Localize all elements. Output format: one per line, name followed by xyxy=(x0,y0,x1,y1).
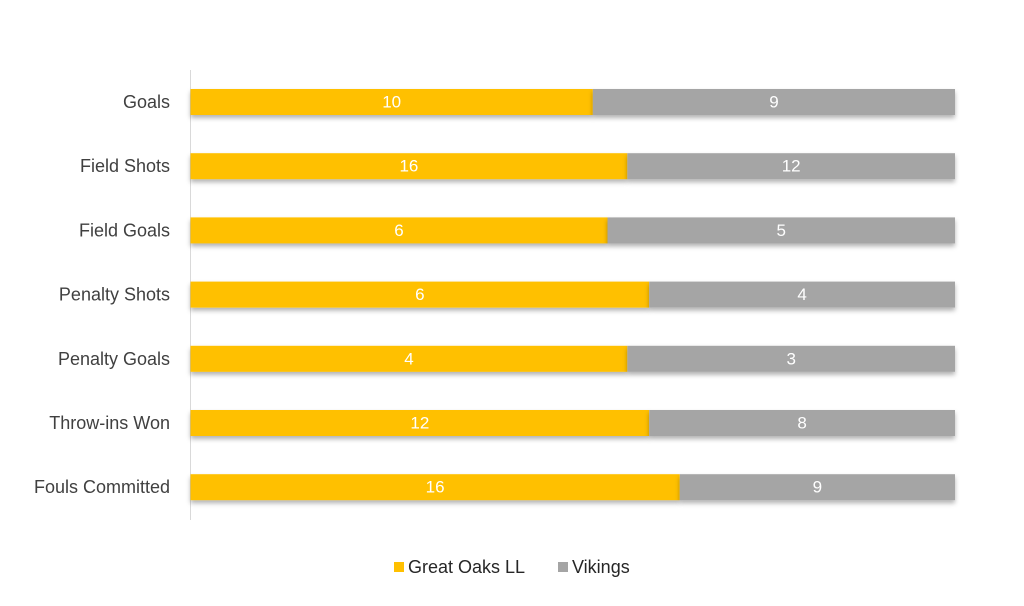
bar-segment-vikings xyxy=(627,345,955,372)
legend-swatch xyxy=(394,562,404,572)
bar-segment-vikings xyxy=(607,217,955,244)
data-label: 10 xyxy=(382,93,401,112)
bar-segment-vikings xyxy=(592,89,955,115)
data-label: 9 xyxy=(769,93,778,112)
legend-swatch xyxy=(558,562,568,572)
category-label: Goals xyxy=(123,92,170,112)
bar-segment-great-oaks xyxy=(190,410,650,436)
data-label: 12 xyxy=(782,157,801,176)
data-label: 9 xyxy=(813,478,822,497)
data-label: 16 xyxy=(426,478,445,497)
data-label: 3 xyxy=(786,349,795,368)
data-label: 6 xyxy=(394,221,403,240)
legend: Great Oaks LL Vikings xyxy=(394,557,630,577)
category-label: Field Shots xyxy=(80,156,170,176)
category-label: Throw-ins Won xyxy=(49,413,170,433)
bar-segment-great-oaks xyxy=(190,89,593,115)
bar-segment-vikings xyxy=(649,410,955,436)
category-label: Fouls Committed xyxy=(34,477,170,497)
bar-segment-vikings xyxy=(649,281,955,308)
bar-segment-great-oaks xyxy=(190,474,680,501)
plot-area: Goals 10 9 Field Shots 16 12 Field Goals 6 5 Pena… xyxy=(34,70,955,520)
legend-label: Vikings xyxy=(572,557,630,577)
bar-segment-great-oaks xyxy=(190,345,628,372)
bar-segment-great-oaks xyxy=(190,153,628,180)
category-label: Field Goals xyxy=(79,220,170,240)
data-label: 5 xyxy=(777,221,786,240)
data-label: 8 xyxy=(797,414,806,433)
legend-label: Great Oaks LL xyxy=(408,557,525,577)
data-label: 4 xyxy=(404,349,413,368)
bar-segment-vikings xyxy=(679,474,955,501)
data-label: 6 xyxy=(415,285,424,304)
bar-segment-great-oaks xyxy=(190,281,650,308)
category-label: Penalty Goals xyxy=(58,349,170,369)
data-label: 12 xyxy=(410,414,429,433)
data-label: 4 xyxy=(797,285,806,304)
data-label: 16 xyxy=(399,157,418,176)
bar-segment-great-oaks xyxy=(190,217,608,244)
category-label: Penalty Shots xyxy=(59,285,170,305)
bar-segment-vikings xyxy=(627,153,955,180)
